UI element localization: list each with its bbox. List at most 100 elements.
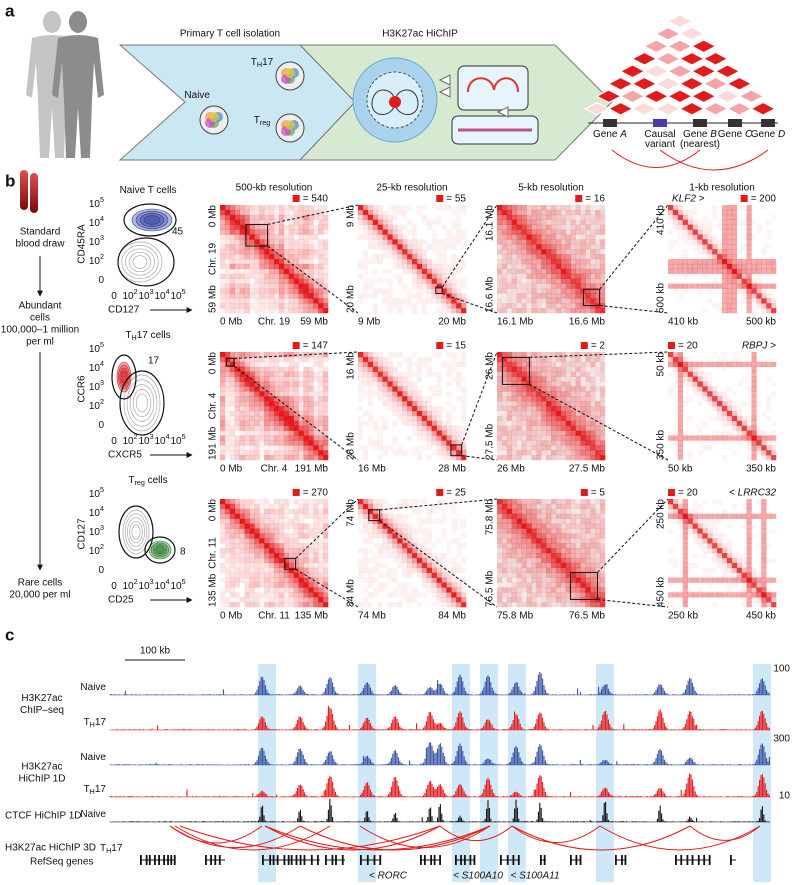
heatmap-cell [431, 259, 437, 265]
heatmap-cell [461, 396, 467, 402]
heatmap-cell [229, 263, 236, 270]
heatmap-cell [269, 308, 275, 314]
heatmap-cell [722, 356, 728, 363]
heatmap-cell [766, 396, 772, 402]
heatmap-cell [555, 381, 562, 387]
heatmap-cell [407, 533, 413, 539]
heatmap-cell [239, 450, 245, 456]
heatmap-cell [274, 205, 280, 211]
contour [129, 520, 143, 544]
heatmap-cell [677, 386, 684, 392]
heatmap-cell [249, 229, 255, 235]
heatmap-cell [702, 214, 708, 221]
heatmap-cell [446, 538, 452, 544]
heatmap-cell [521, 562, 527, 569]
heatmap-cell [506, 263, 513, 270]
heatmap-cell [421, 592, 428, 598]
heatmap-cell [308, 283, 314, 289]
heatmap-cell [531, 376, 537, 382]
heatmap-cell [426, 263, 432, 270]
contact-cell [655, 76, 682, 91]
heatmap-cell [308, 263, 314, 270]
heatmap-cell [702, 445, 708, 451]
heatmap-cell [746, 283, 752, 289]
heatmap-cell [707, 224, 713, 230]
heatmap-cell [402, 572, 408, 578]
heatmap-cell [278, 592, 285, 598]
heatmap-cell [712, 263, 718, 270]
heatmap-cell [372, 366, 378, 372]
heatmap-cell [501, 259, 508, 265]
heatmap-cell [575, 391, 581, 397]
heatmap-cell [372, 425, 378, 431]
heatmap-cell [288, 577, 294, 583]
heatmap-cell [244, 528, 250, 534]
heatmap-cell [446, 288, 452, 294]
heatmap-cell [323, 450, 329, 456]
heatmap-cell [575, 303, 581, 309]
heatmap-cell [234, 298, 240, 304]
heatmap-cell [771, 450, 777, 456]
heatmap-cell [726, 406, 733, 412]
heatmap-cell [229, 249, 236, 255]
heatmap-cell [751, 219, 757, 225]
heatmap-cell [441, 268, 447, 275]
heatmap-cell [751, 361, 757, 368]
heatmap-cell [412, 254, 418, 260]
heatmap-cell [722, 562, 728, 569]
heatmap-cell [536, 205, 542, 211]
heatmap-cell [707, 254, 713, 260]
heatmap-cell [575, 244, 581, 250]
heatmap-cell [697, 263, 703, 270]
heatmap-cell [707, 592, 713, 598]
heatmap-cell [278, 273, 285, 279]
heatmap-cell [565, 513, 571, 519]
heatmap-cell [426, 224, 432, 230]
heatmap-cell [274, 273, 280, 279]
heatmap-cell [264, 533, 270, 539]
heatmap-cell [546, 455, 552, 461]
heatmap-cell [313, 283, 319, 289]
y-tick-label: 104 [89, 214, 104, 229]
heatmap-cell [526, 499, 532, 505]
heatmap-cell [560, 386, 567, 392]
heatmap-cell [516, 376, 522, 382]
heatmap-cell [224, 425, 231, 431]
heatmap-cell [595, 553, 601, 559]
heatmap-cell [682, 219, 688, 225]
heatmap-cell [497, 420, 503, 426]
heatmap-cell [595, 224, 601, 230]
heatmap-cell [521, 308, 527, 314]
heatmap-cell [318, 244, 324, 250]
heatmap-cell [590, 577, 596, 583]
heatmap-cell [382, 543, 388, 549]
heatmap-cell [560, 224, 567, 230]
heatmap-cell [259, 224, 265, 230]
heatmap-cell [441, 499, 447, 505]
heatmap-cell [677, 214, 684, 221]
heatmap-cell [402, 533, 408, 539]
heatmap-cell [402, 239, 408, 245]
heatmap-cell [441, 440, 447, 446]
heatmap-cell [392, 259, 398, 265]
heatmap-cell [451, 366, 457, 372]
contour [116, 361, 132, 393]
heatmap-cell [497, 239, 503, 245]
heatmap-cell [456, 543, 462, 549]
heatmap-cell [511, 503, 517, 510]
heatmap-cell [560, 528, 567, 534]
heatmap-cell [308, 572, 314, 578]
heatmap-cell [234, 425, 240, 431]
heatmap-cell [461, 229, 467, 235]
heatmap-cell [372, 376, 378, 382]
heatmap-cell [741, 361, 747, 368]
heatmap-cell [570, 602, 576, 608]
heatmap-cell [506, 553, 513, 559]
heatmap-cell [269, 410, 275, 417]
heatmap-cell [600, 538, 606, 544]
heatmap-cell [590, 503, 596, 510]
heatmap-cell [521, 249, 527, 255]
heatmap-cell [501, 224, 508, 230]
heatmap-cell [358, 572, 364, 578]
heatmap-cell [741, 425, 747, 431]
